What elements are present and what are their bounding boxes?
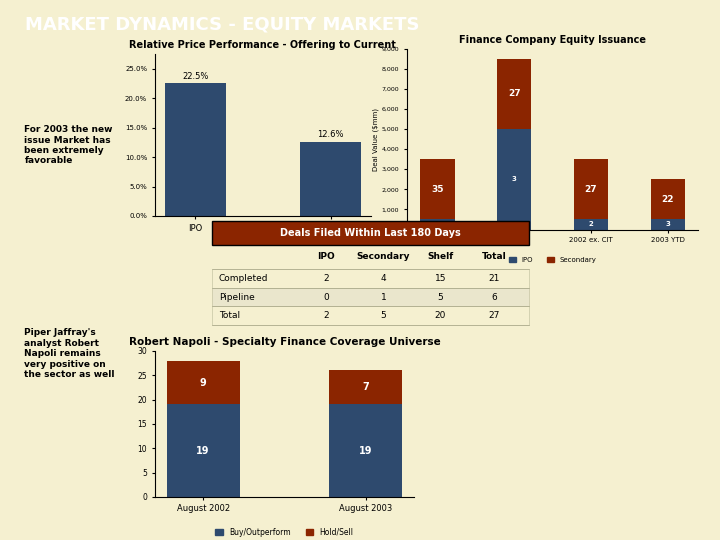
Bar	[651, 179, 685, 219]
Text: 19: 19	[359, 446, 372, 456]
Text: 27: 27	[489, 312, 500, 320]
Bar	[574, 219, 608, 230]
Text: 15: 15	[435, 274, 446, 282]
Legend: Buy/Outperform, Hold/Sell: Buy/Outperform, Hold/Sell	[212, 524, 356, 539]
Text: 2: 2	[435, 221, 440, 227]
Text: 3: 3	[665, 221, 670, 227]
Bar	[574, 159, 608, 219]
Text: IPO: IPO	[318, 252, 336, 261]
Bar	[497, 129, 531, 230]
Text: 22: 22	[662, 195, 674, 204]
Text: 20: 20	[435, 312, 446, 320]
Text: Pipeline: Pipeline	[219, 293, 254, 301]
Text: Piper Jaffray's
analyst Robert
Napoli remains
very positive on
the sector as wel: Piper Jaffray's analyst Robert Napoli re…	[24, 328, 115, 379]
Bar	[329, 404, 402, 497]
Text: 0: 0	[323, 293, 329, 301]
Title: Robert Napoli - Specialty Finance Coverage Universe: Robert Napoli - Specialty Finance Covera…	[129, 338, 440, 347]
Text: 12.6%: 12.6%	[318, 131, 343, 139]
Text: 2: 2	[323, 274, 329, 282]
Bar	[166, 361, 240, 404]
Text: 4: 4	[381, 274, 387, 282]
Bar	[420, 159, 454, 219]
Text: 6: 6	[492, 293, 498, 301]
Title: Finance Company Equity Issuance: Finance Company Equity Issuance	[459, 35, 646, 45]
Text: Shelf: Shelf	[428, 252, 454, 261]
Text: 19: 19	[197, 446, 210, 456]
Bar	[329, 370, 402, 404]
Bar	[497, 59, 531, 129]
Bar	[300, 142, 361, 216]
Text: 1: 1	[381, 293, 387, 301]
FancyBboxPatch shape	[212, 269, 529, 287]
FancyBboxPatch shape	[212, 221, 529, 245]
Text: Total: Total	[219, 312, 240, 320]
Text: Total: Total	[482, 252, 507, 261]
Text: 9: 9	[199, 377, 207, 388]
Text: 27: 27	[508, 89, 521, 98]
Title: Relative Price Performance - Offering to Current: Relative Price Performance - Offering to…	[130, 40, 396, 50]
Text: For 2003 the new
issue Market has
been extremely
favorable: For 2003 the new issue Market has been e…	[24, 125, 113, 165]
Legend: IPO, Secondary: IPO, Secondary	[506, 254, 599, 266]
Text: 22.5%: 22.5%	[182, 72, 208, 81]
Bar	[166, 404, 240, 497]
Text: 21: 21	[489, 274, 500, 282]
Text: Completed: Completed	[219, 274, 269, 282]
Text: 7: 7	[362, 382, 369, 393]
FancyBboxPatch shape	[212, 307, 529, 325]
Text: MARKET DYNAMICS - EQUITY MARKETS: MARKET DYNAMICS - EQUITY MARKETS	[24, 15, 419, 33]
Bar	[651, 219, 685, 230]
Text: 5: 5	[438, 293, 444, 301]
Text: 2: 2	[323, 312, 329, 320]
FancyBboxPatch shape	[212, 287, 529, 307]
Text: Deals Filed Within Last 180 Days: Deals Filed Within Last 180 Days	[280, 228, 462, 238]
Text: Secondary: Secondary	[356, 252, 410, 261]
Text: 3: 3	[512, 176, 517, 183]
Text: 27: 27	[585, 185, 598, 194]
Bar	[420, 219, 454, 230]
Y-axis label: Deal Value ($mm): Deal Value ($mm)	[372, 107, 379, 171]
Text: 2: 2	[589, 221, 593, 227]
Bar	[165, 84, 225, 216]
Text: 5: 5	[381, 312, 387, 320]
Text: 35: 35	[431, 185, 444, 194]
